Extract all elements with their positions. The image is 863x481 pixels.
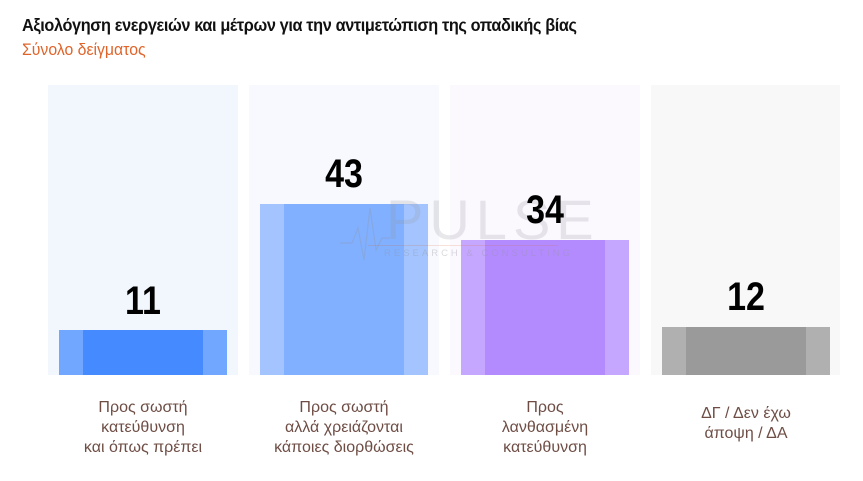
column-background-1 xyxy=(48,85,238,375)
bar-1-core xyxy=(83,330,203,375)
value-label-4: 12 xyxy=(727,275,765,319)
bar-4 xyxy=(662,327,830,375)
category-label-1: Προς σωστή κατεύθυνση και όπως πρέπει xyxy=(83,399,203,456)
value-label-1: 11 xyxy=(125,279,161,323)
column-background-4 xyxy=(651,85,840,375)
value-label-3: 34 xyxy=(526,188,564,232)
bar-2-core xyxy=(284,204,404,375)
category-label-4: ΔΓ / Δεν έχω άποψη / ΔΑ xyxy=(701,405,791,442)
chart-title: Αξιολόγηση ενεργειών και μέτρων για την … xyxy=(22,15,577,35)
category-label-2: Προς σωστή αλλά χρειάζονται κάποιες διορ… xyxy=(274,399,414,456)
bar-4-core xyxy=(686,327,806,375)
bar-1 xyxy=(59,330,227,375)
bar-2 xyxy=(260,204,428,375)
value-label-2: 43 xyxy=(325,152,363,196)
bar-3 xyxy=(461,240,629,375)
category-label-3: Προς λανθασμένη κατεύθυνση xyxy=(501,399,589,456)
chart-subtitle: Σύνολο δείγματος xyxy=(22,40,146,59)
bar-3-core xyxy=(485,240,605,375)
